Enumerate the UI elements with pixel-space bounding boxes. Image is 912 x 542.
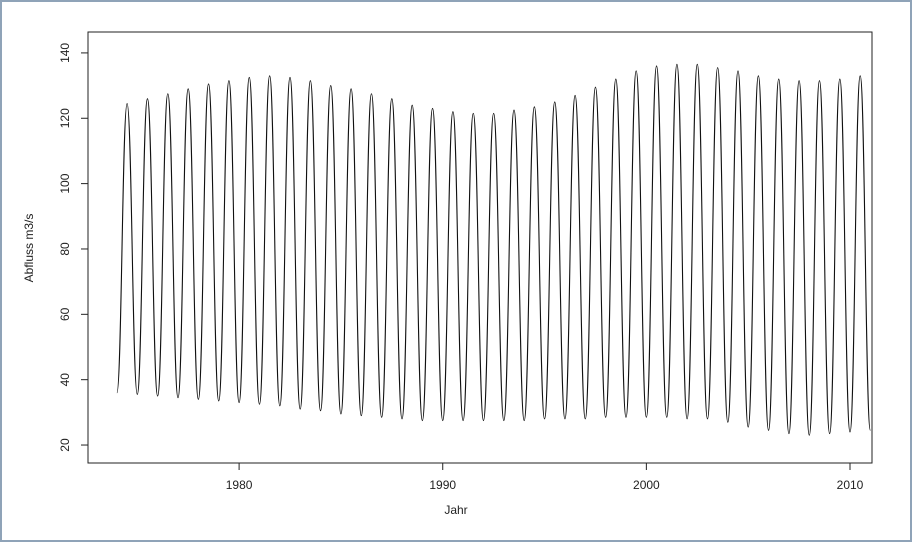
x-axis-label: Jahr [444,503,467,517]
plot-box [87,31,873,464]
x-tick-label: 2010 [837,478,864,492]
y-tick-label: 40 [58,373,72,387]
x-tick-label: 1980 [226,478,253,492]
y-tick-label: 120 [58,108,72,128]
y-tick-label: 80 [58,242,72,256]
x-tick-label: 2000 [633,478,660,492]
x-tick-label: 1990 [429,478,456,492]
y-tick-label: 60 [58,307,72,321]
data-line [116,63,871,436]
y-axis-label: Abfluss m3/s [22,214,36,283]
y-tick-label: 20 [58,438,72,452]
y-tick-label: 100 [58,173,72,193]
y-tick-label: 140 [58,43,72,63]
